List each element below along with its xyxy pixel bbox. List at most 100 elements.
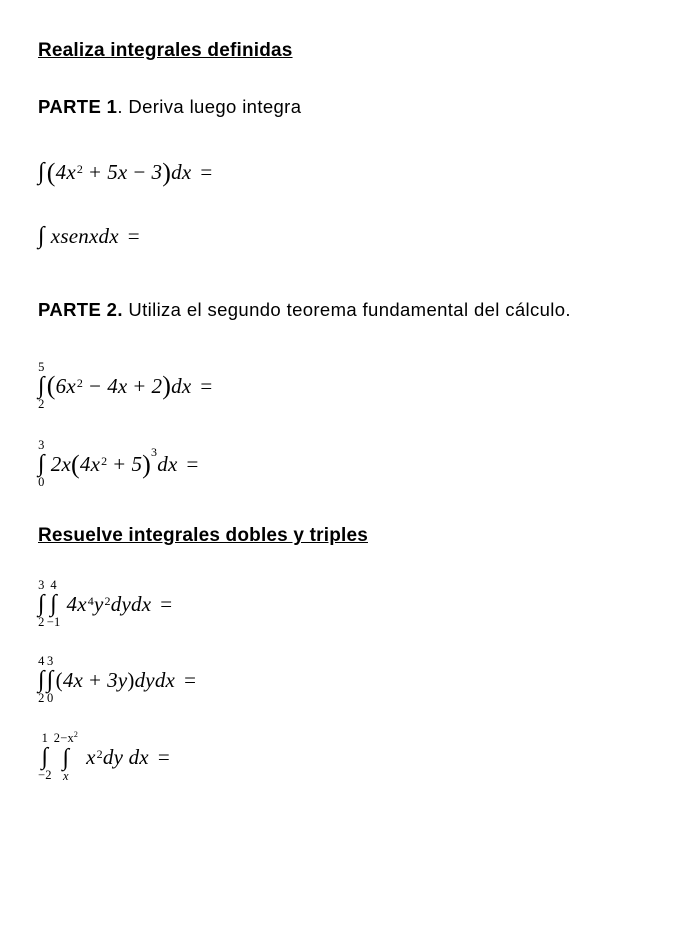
integral-symbol: ∫ <box>38 592 45 616</box>
exponent: 2 <box>105 593 111 609</box>
term-text: x <box>86 743 96 771</box>
formula-5: 3 ∫ 2 4 ∫ −1 4x4 y2 dydx = <box>38 579 657 629</box>
integral-symbol: ∫ <box>41 745 48 769</box>
lower-limit: 0 <box>47 692 53 705</box>
lower-limit: −2 <box>38 769 52 782</box>
parte2-label: PARTE 2. <box>38 299 123 320</box>
plus-op: + <box>113 450 125 478</box>
integral-icon: 3 ∫ 2 <box>38 579 45 629</box>
lower-limit: x <box>63 770 69 783</box>
lower-limit: 2 <box>38 616 44 629</box>
integral-symbol: ∫ <box>38 374 45 398</box>
integral-icon: 4 ∫ 2 <box>38 655 45 705</box>
differential: dy dx <box>103 743 149 771</box>
rparen: ) <box>162 163 171 184</box>
term: 5 <box>131 450 142 478</box>
term: 4x4 <box>67 590 94 618</box>
plus-op: + <box>89 666 101 694</box>
upper-limit: 5 <box>38 361 44 374</box>
integral-symbol: ∫ <box>47 668 54 692</box>
term: 4x <box>63 666 83 694</box>
lower-limit: −1 <box>47 616 61 629</box>
integral-icon: 5 ∫ 2 <box>38 361 45 411</box>
equals: = <box>187 450 199 478</box>
term: y2 <box>94 590 111 618</box>
exponent: 2 <box>101 453 107 469</box>
minus-op: − <box>133 158 145 186</box>
equals: = <box>200 158 212 186</box>
term: 4x2 <box>80 450 107 478</box>
lparen: ( <box>47 376 56 397</box>
minus-op: − <box>89 372 101 400</box>
integral-symbol: ∫ <box>63 746 70 770</box>
differential: dx <box>171 372 191 400</box>
term: 5x <box>107 158 127 186</box>
integral-symbol: ∫ <box>38 160 45 184</box>
formula-6: 4 ∫ 2 3 ∫ 0 ( 4x + 3y ) dydx = <box>38 655 657 705</box>
integral-symbol: ∫ <box>50 592 57 616</box>
parte2-text: Utiliza el segundo teorema fundamental d… <box>123 299 571 320</box>
term-text: 4x <box>80 450 100 478</box>
section-heading-definidas: Realiza integrales definidas <box>38 38 657 64</box>
exponent: 2 <box>77 375 83 391</box>
term: 2x <box>51 450 71 478</box>
integral-icon: 3 ∫ 0 <box>47 655 54 705</box>
differential: dydx <box>111 590 151 618</box>
integral-icon: 3 ∫ 0 <box>38 439 45 489</box>
plus-op: + <box>89 158 101 186</box>
equals: = <box>128 222 140 250</box>
term-text: 4x <box>67 590 87 618</box>
var: x <box>66 158 76 186</box>
term: 4x <box>107 372 127 400</box>
term: 6x2 <box>56 372 83 400</box>
integral-symbol: ∫ <box>38 224 45 248</box>
upper-limit: 2−x2 <box>54 731 78 745</box>
rparen: ) <box>142 455 151 476</box>
integral-icon: 2−x2 ∫ x <box>54 731 78 782</box>
integral-icon: ∫ <box>38 224 45 248</box>
term: 3y <box>107 666 127 694</box>
exponent: 2 <box>97 746 103 762</box>
integral-symbol: ∫ <box>38 668 45 692</box>
parte1-paragraph: PARTE 1. Deriva luego integra <box>38 90 657 124</box>
differential: dx <box>171 158 191 186</box>
formula-1: ∫ ( 4x2 + 5x − 3 ) dx = <box>38 158 657 186</box>
lparen: ( <box>47 163 56 184</box>
exponent: 4 <box>88 593 94 609</box>
parte1-label: PARTE 1 <box>38 96 117 117</box>
equals: = <box>200 372 212 400</box>
rparen: ) <box>127 666 134 694</box>
lparen: ( <box>56 666 63 694</box>
formula-7: 1 ∫ −2 2−x2 ∫ x x2 dy dx = <box>38 731 657 782</box>
term: 4x2 <box>56 158 83 186</box>
integral-icon: 4 ∫ −1 <box>47 579 61 629</box>
term-text: y <box>94 590 104 618</box>
integral-icon: 1 ∫ −2 <box>38 732 52 782</box>
lower-limit: 2 <box>38 398 44 411</box>
upper-limit-base: 2−x <box>54 732 74 746</box>
coef: 4 <box>56 158 67 186</box>
term: x2 <box>86 743 103 771</box>
lparen: ( <box>71 455 80 476</box>
equals: = <box>160 590 172 618</box>
plus-op: + <box>133 372 145 400</box>
formula-3: 5 ∫ 2 ( 6x2 − 4x + 2 ) dx = <box>38 361 657 411</box>
equals: = <box>184 666 196 694</box>
section-heading-dobles: Resuelve integrales dobles y triples <box>38 523 657 549</box>
differential: dx <box>157 450 177 478</box>
rparen: ) <box>162 376 171 397</box>
outer-exponent: 3 <box>151 444 157 460</box>
equals: = <box>158 743 170 771</box>
lower-limit: 2 <box>38 692 44 705</box>
upper-limit-exp: 2 <box>74 730 78 739</box>
exponent: 2 <box>77 161 83 177</box>
lower-limit: 0 <box>38 476 44 489</box>
differential: dydx <box>135 666 175 694</box>
term-text: 6x <box>56 372 76 400</box>
integral-symbol: ∫ <box>38 452 45 476</box>
term: 2 <box>152 372 163 400</box>
integral-icon: ∫ <box>38 160 45 184</box>
term: 3 <box>152 158 163 186</box>
parte1-text: . Deriva luego integra <box>117 96 301 117</box>
formula-2: ∫ xsenxdx = <box>38 222 657 250</box>
